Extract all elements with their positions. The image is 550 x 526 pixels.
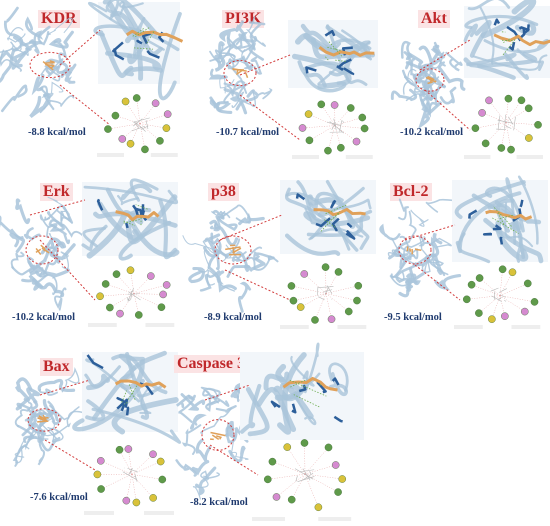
interaction-map-2d [454,265,541,329]
binding-energy: -10.2 kcal/mol [12,312,75,323]
protein-structure [12,367,84,467]
binding-site-zoom [452,175,548,264]
interaction-map-2d [292,100,373,159]
interaction-map-2d [252,439,352,521]
binding-energy: -8.9 kcal/mol [204,312,262,323]
binding-site-zoom [81,178,180,261]
protein-structure [0,196,86,311]
interaction-map-2d [84,445,174,515]
protein-title: Caspase 3 [174,355,249,373]
binding-energy: -10.7 kcal/mol [216,127,279,138]
protein-structure [390,40,466,130]
binding-energy: -9.5 kcal/mol [384,312,442,323]
binding-site-zoom [288,20,378,93]
protein-title: p38 [208,183,239,201]
interaction-map-2d [464,94,543,159]
interaction-map-2d [280,263,367,329]
protein-title: Akt [418,10,450,28]
interaction-map-2d [88,266,175,327]
binding-energy: -10.2 kcal/mol [400,127,463,138]
binding-energy: -8.8 kcal/mol [28,127,86,138]
protein-title: Bcl-2 [390,183,432,201]
binding-site-zoom [240,342,364,440]
protein-title: Erk [40,183,73,201]
binding-site-zoom [72,350,182,444]
protein-title: Bax [40,358,73,376]
protein-structure [0,6,77,119]
binding-site-zoom [280,179,376,256]
binding-energy: -8.2 kcal/mol [190,497,248,508]
protein-structure [208,16,273,115]
protein-structure [182,204,279,313]
protein-title: KDR [38,10,80,28]
binding-site-zoom [463,0,550,80]
binding-energy: -7.6 kcal/mol [30,492,88,503]
binding-site-zoom [88,0,184,101]
interaction-map-2d [97,94,178,157]
